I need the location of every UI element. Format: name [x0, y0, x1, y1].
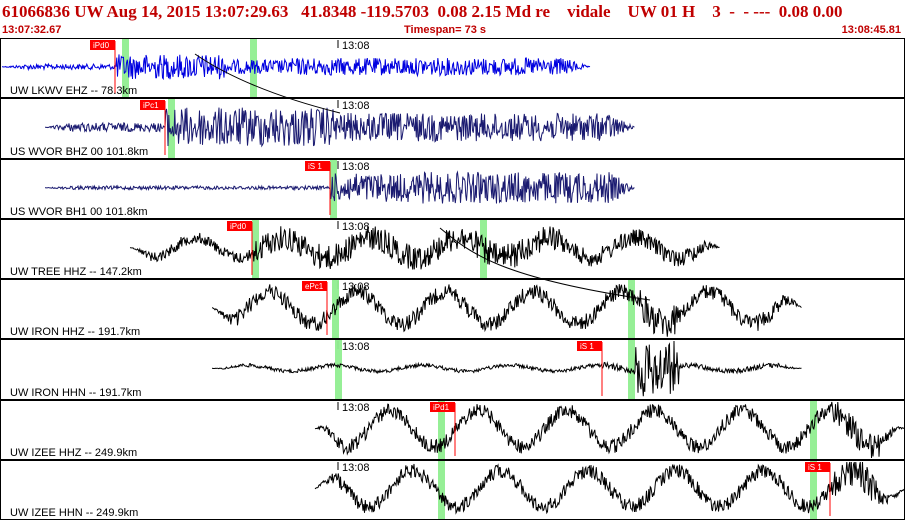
channel-panel-8[interactable]: 13:08 iS 1 UW IZEE HHN -- 249.9km	[0, 460, 905, 520]
pick-label: ePc1	[305, 282, 324, 291]
pick-flag[interactable]	[227, 221, 252, 231]
waveform-trace[interactable]	[45, 107, 635, 148]
pick-label: iS 1	[580, 342, 594, 351]
pick-flag[interactable]	[305, 161, 330, 171]
channel-label: UW IZEE HHZ -- 249.9km	[10, 447, 137, 459]
waveform-trace[interactable]	[314, 461, 905, 515]
event-title: 61066836 UW Aug 14, 2015 13:07:29.63 41.…	[2, 2, 843, 21]
start-time: 13:07:32.67	[2, 24, 62, 36]
window-marker	[168, 99, 175, 158]
pick-flag[interactable]	[577, 341, 602, 351]
channel-panel-2[interactable]: 13:08 iPc1 US WVOR BHZ 00 101.8km	[0, 98, 905, 159]
moveout-curve	[439, 227, 651, 301]
channel-label: US WVOR BHZ 00 101.8km	[10, 146, 148, 158]
time-label: 13:08	[342, 341, 370, 353]
window-marker	[438, 401, 445, 459]
channel-panel-3[interactable]: 13:08 iS 1 US WVOR BH1 00 101.8km	[0, 159, 905, 219]
window-marker	[438, 461, 445, 519]
pick-label: iS 1	[308, 162, 322, 171]
time-label: 13:08	[342, 402, 370, 414]
window-marker	[810, 461, 817, 519]
time-label: 13:08	[342, 40, 370, 52]
channel-panel-4[interactable]: 13:08 iPd0 UW TREE HHZ -- 147.2km	[0, 219, 905, 279]
waveform-trace[interactable]	[211, 284, 802, 337]
channel-label: UW IRON HHZ -- 191.7km	[10, 326, 140, 338]
pick-flag[interactable]	[140, 100, 165, 110]
time-label: 13:08	[342, 161, 370, 173]
window-marker	[250, 39, 257, 97]
window-marker	[122, 39, 129, 97]
channel-panel-1[interactable]: 13:08 iPd0 UW LKWV EHZ -- 78.3km	[0, 38, 905, 98]
time-label: 13:08	[342, 221, 370, 233]
timespan-label: Timespan= 73 s	[404, 24, 487, 36]
window-marker	[480, 220, 487, 278]
header-bar: 61066836 UW Aug 14, 2015 13:07:29.63 41.…	[0, 0, 905, 38]
window-marker	[628, 280, 635, 338]
window-marker	[810, 401, 817, 459]
waveform-trace[interactable]	[2, 54, 591, 81]
channel-label: UW TREE HHZ -- 147.2km	[10, 266, 142, 278]
channel-label: UW IRON HHN -- 191.7km	[10, 387, 141, 399]
window-marker	[335, 340, 342, 399]
pick-flag[interactable]	[430, 402, 455, 412]
pick-flag[interactable]	[302, 281, 327, 291]
pick-flag[interactable]	[805, 462, 830, 472]
pick-label: iPd0	[230, 222, 247, 231]
time-label: 13:08	[342, 462, 370, 474]
seismogram-canvas[interactable]: 13:08 iPd0 UW LKWV EHZ -- 78.3km 13:08 iPc1 U…	[0, 38, 905, 520]
pick-flag[interactable]	[90, 40, 115, 50]
channel-label: US WVOR BH1 00 101.8km	[10, 206, 148, 218]
channel-label: UW LKWV EHZ -- 78.3km	[10, 85, 137, 97]
time-label: 13:08	[342, 100, 370, 112]
pick-label: iPc1	[143, 101, 159, 110]
seismogram-panels[interactable]: 13:08 iPd0 UW LKWV EHZ -- 78.3km 13:08 iPc1 U…	[0, 38, 905, 520]
pick-label: iPd1	[433, 403, 450, 412]
pick-label: iS 1	[808, 463, 822, 472]
channel-label: UW IZEE HHN -- 249.9km	[10, 507, 138, 519]
pick-label: iPd0	[93, 41, 110, 50]
channel-panel-7[interactable]: 13:08 iPd1 UW IZEE HHZ -- 249.9km	[0, 400, 905, 460]
window-marker	[330, 160, 337, 218]
end-time: 13:08:45.81	[841, 24, 901, 36]
moveout-curve	[194, 53, 341, 114]
waveform-trace[interactable]	[45, 170, 635, 204]
waveform-trace[interactable]	[129, 226, 720, 270]
channel-panel-6[interactable]: 13:08 iS 1 UW IRON HHN -- 191.7km	[0, 339, 905, 400]
waveform-trace[interactable]	[211, 340, 802, 397]
waveform-trace[interactable]	[314, 401, 905, 459]
